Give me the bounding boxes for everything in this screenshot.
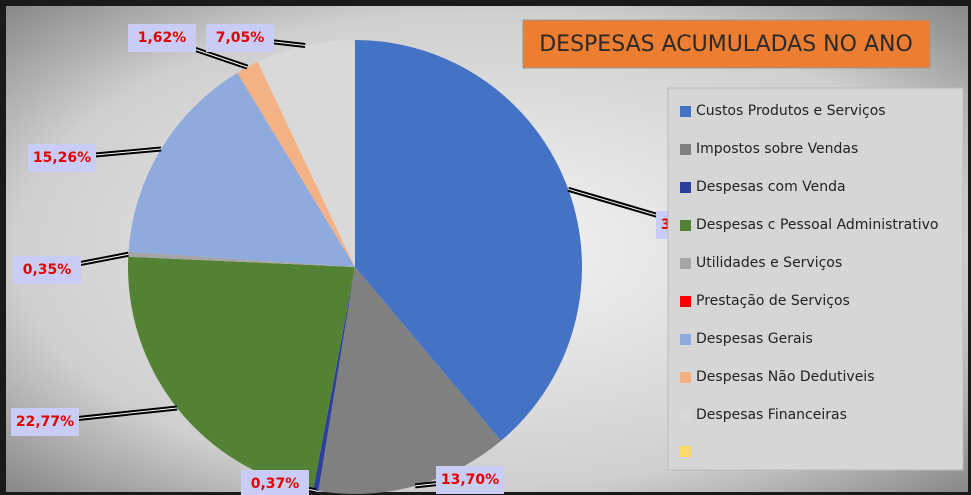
legend-swatch xyxy=(680,372,691,383)
chart-title: DESPESAS ACUMULADAS NO ANO xyxy=(539,32,913,57)
data-label: 1,62% xyxy=(138,30,187,46)
legend-label: Custos Produtos e Serviços xyxy=(696,103,886,119)
pie-slice xyxy=(128,251,355,267)
pie-slice xyxy=(318,267,502,495)
legend-swatch xyxy=(680,446,691,457)
label-box xyxy=(11,408,79,436)
data-label: 7,05% xyxy=(216,30,265,46)
data-label: 0,37% xyxy=(251,476,300,492)
label-box xyxy=(128,24,196,52)
pie xyxy=(127,40,582,495)
data-label: 22,77% xyxy=(16,414,74,430)
legend-swatch xyxy=(680,182,691,193)
title-box xyxy=(522,19,931,69)
legend-label: Utilidades e Serviços xyxy=(696,255,842,271)
legend-label: Prestação de Serviços xyxy=(696,293,850,309)
legend-box xyxy=(667,87,964,471)
pie-slice xyxy=(257,40,355,267)
legend-label: Despesas Gerais xyxy=(696,331,813,347)
legend-swatch xyxy=(680,334,691,345)
legend-label: Despesas com Venda xyxy=(696,179,846,195)
legend-swatch xyxy=(680,106,691,117)
data-label: 15,26% xyxy=(33,150,91,166)
legend-label: Despesas Não Dedutiveis xyxy=(696,369,875,385)
pie-slice xyxy=(313,267,355,492)
legend-swatch xyxy=(680,410,691,421)
data-labels: 38,88%13,70%0,37%22,77%0,35%15,26%1,62%7… xyxy=(11,24,724,495)
legend: Custos Produtos e Serviços Impostos sobre… xyxy=(680,103,938,423)
label-box xyxy=(436,466,504,494)
legend-swatch xyxy=(680,220,691,231)
label-box xyxy=(13,256,81,284)
label-box xyxy=(241,470,309,495)
legend-label: Impostos sobre Vendas xyxy=(696,141,858,157)
label-box xyxy=(206,24,274,52)
data-label: 13,70% xyxy=(441,472,499,488)
label-box xyxy=(28,144,96,172)
legend-label: Despesas c Pessoal Administrativo xyxy=(696,217,938,233)
legend-swatch xyxy=(680,296,691,307)
pie-slice xyxy=(127,256,355,491)
pie-slice xyxy=(128,72,355,267)
pie-slice xyxy=(237,61,355,268)
legend-swatch xyxy=(680,258,691,269)
data-label: 0,35% xyxy=(23,262,72,278)
legend-label: Despesas Financeiras xyxy=(696,407,847,423)
pie-slice xyxy=(355,40,582,441)
legend-swatch xyxy=(680,144,691,155)
